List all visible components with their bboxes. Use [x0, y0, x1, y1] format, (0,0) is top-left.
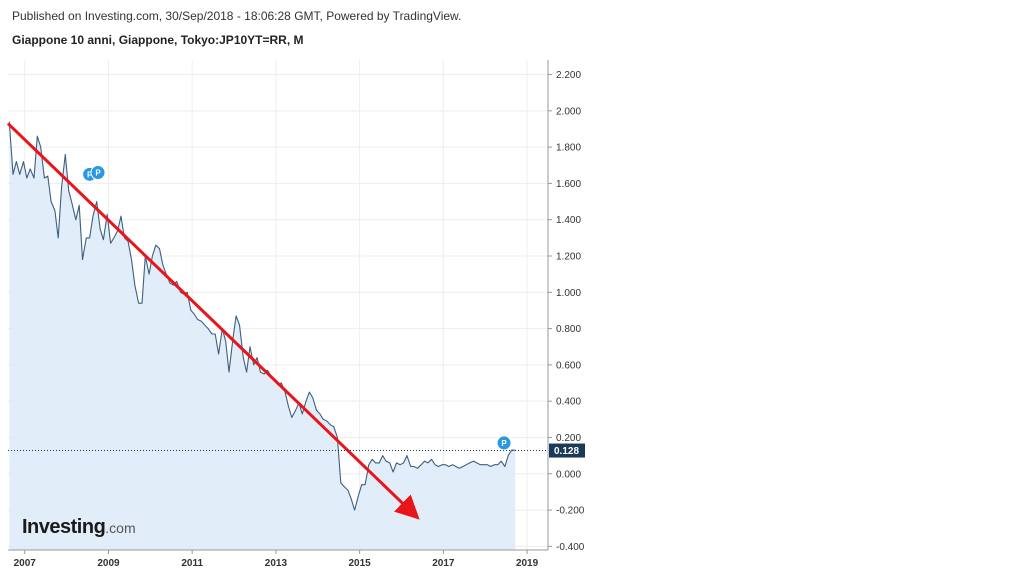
y-tick-label: 2.000: [556, 106, 581, 117]
series-path: [8, 121, 516, 511]
y-tick-label: 0.800: [556, 324, 581, 335]
event-marker[interactable]: [90, 165, 106, 181]
axes: 2.200 2.000 1.800 1.600 1.400 1.200 1.000 0.800…: [8, 60, 585, 569]
event-marker-label: P: [501, 439, 507, 448]
series-line: [8, 121, 516, 511]
series-area: [9, 121, 516, 550]
y-tick-label: 0.000: [556, 469, 581, 480]
y-tick-label: 0.400: [556, 397, 581, 408]
x-tick-label: 2011: [181, 558, 203, 569]
x-tick-label: 2019: [516, 558, 539, 569]
y-tick-label: 1.200: [556, 252, 581, 263]
x-tick-label: 2009: [97, 558, 120, 569]
y-tick-label: -0.200: [556, 506, 585, 517]
y-tick-label: 1.800: [556, 143, 581, 154]
investing-logo: Investing.com: [22, 516, 136, 538]
event-marker-label: P: [87, 170, 93, 179]
y-tick-label: 1.000: [556, 288, 581, 299]
last-value-label: 0.128: [554, 446, 579, 457]
x-tick-label: 2015: [349, 558, 372, 569]
y-tick-label: -0.400: [556, 542, 585, 553]
x-tick-label: 2017: [432, 558, 455, 569]
chart-title: Giappone 10 anni, Giappone, Tokyo:JP10YT…: [12, 33, 304, 47]
y-tick-label: 1.400: [556, 215, 581, 226]
y-tick-label: 1.600: [556, 179, 581, 190]
event-marker[interactable]: [496, 435, 512, 451]
event-markers[interactable]: P PP: [82, 165, 512, 451]
last-value: 0.128: [8, 443, 585, 458]
y-tick-label: 0.200: [556, 433, 581, 444]
y-tick-label: 2.200: [556, 70, 581, 81]
y-tick-label: 0.600: [556, 360, 581, 371]
event-marker-label: P: [95, 169, 101, 178]
last-value-badge: [549, 443, 585, 458]
x-tick-label: 2013: [265, 558, 288, 569]
area-fill: [9, 121, 516, 550]
x-tick-label: 2007: [14, 558, 37, 569]
published-info: Published on Investing.com, 30/Sep/2018 …: [12, 9, 462, 23]
